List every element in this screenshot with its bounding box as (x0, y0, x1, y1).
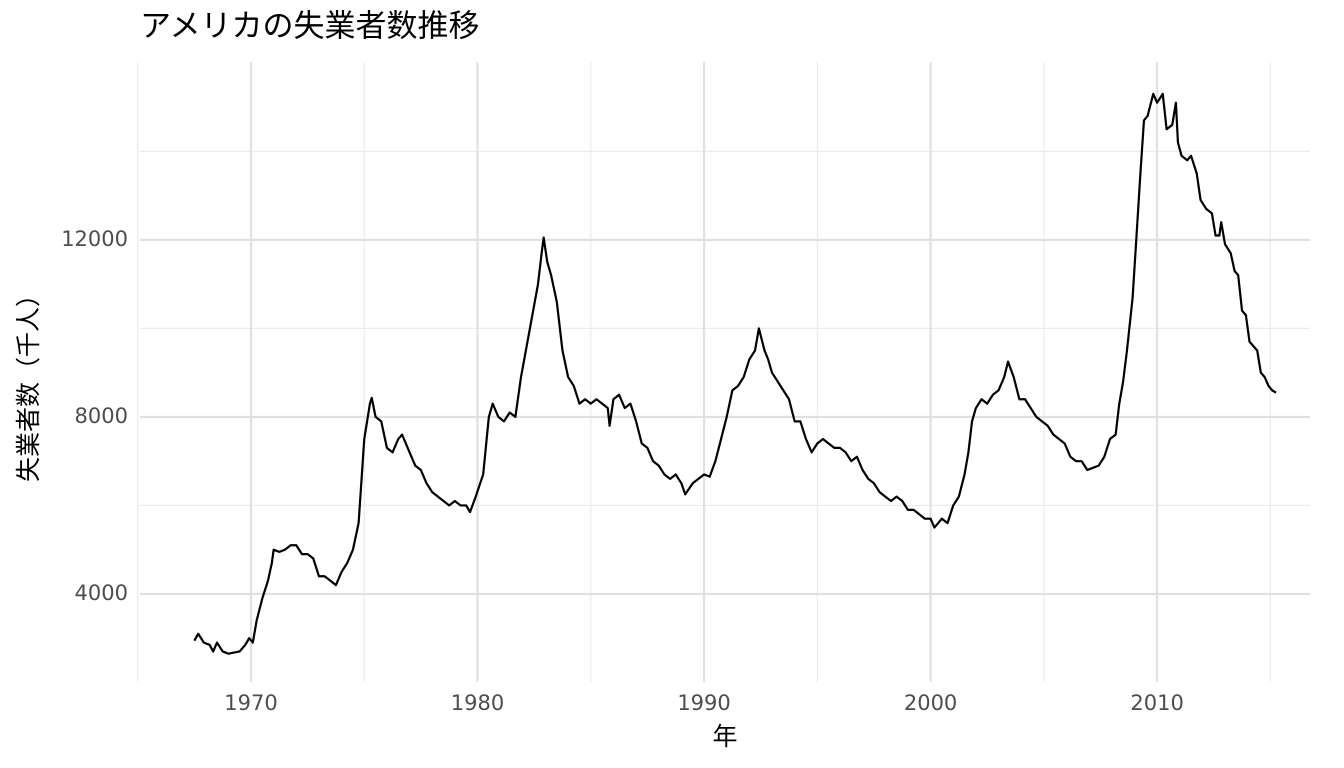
y-tick-label: 4000 (75, 581, 128, 605)
data-line (193, 92, 1277, 655)
x-tick-label: 1980 (451, 691, 504, 715)
chart-title: アメリカの失業者数推移 (140, 9, 479, 45)
x-tick-label: 2000 (904, 691, 957, 715)
x-tick-label: 1990 (677, 691, 730, 715)
x-axis-label: 年 (712, 722, 737, 751)
y-tick-label: 8000 (75, 404, 128, 428)
y-tick-label: 12000 (61, 227, 128, 251)
x-tick-label: 2010 (1130, 691, 1183, 715)
y-axis-label: 失業者数（千人） (14, 282, 43, 482)
x-tick-label: 1970 (224, 691, 277, 715)
